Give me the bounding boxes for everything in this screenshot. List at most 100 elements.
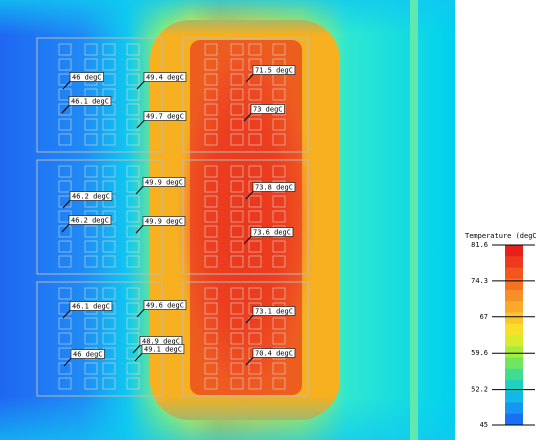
cell (248, 362, 262, 375)
colorbar-tick-label: 81.6 (471, 241, 488, 249)
cell (102, 362, 116, 375)
probe-box (69, 72, 104, 82)
cell (204, 347, 218, 360)
cell (272, 88, 286, 101)
cell (126, 210, 140, 223)
probe-label: 70.4 degC (255, 350, 293, 358)
cell (84, 43, 98, 56)
colorbar-band (505, 290, 523, 302)
cell (248, 165, 262, 178)
cell (248, 240, 262, 253)
probe-box (142, 216, 186, 226)
cell (272, 43, 286, 56)
cell (58, 287, 72, 300)
cell (102, 58, 116, 71)
probe-leader (135, 186, 144, 195)
probe-label: 73.8 degC (255, 184, 293, 192)
colorbar-band (505, 346, 523, 358)
colorbar-band (505, 368, 523, 381)
cell (102, 332, 116, 345)
cell (58, 165, 72, 178)
cell (204, 88, 218, 101)
cell (230, 332, 244, 345)
probe-label: 73.6 degC (253, 229, 291, 237)
probe-leader (245, 74, 254, 83)
cell (272, 210, 286, 223)
colorbar-band (505, 413, 523, 426)
cell (58, 43, 72, 56)
cell (102, 240, 116, 253)
colorbar-band (505, 312, 523, 325)
probe-label: 46 degC (73, 351, 103, 359)
cell (126, 58, 140, 71)
cell (204, 133, 218, 146)
cell (272, 287, 286, 300)
cell (102, 317, 116, 330)
cell (58, 225, 72, 238)
cell (248, 118, 262, 131)
cell (248, 43, 262, 56)
cell (204, 317, 218, 330)
cell (204, 377, 218, 390)
cell (84, 225, 98, 238)
probe-label: 49.1 degC (144, 346, 182, 354)
probe-box (68, 96, 112, 106)
cell (230, 195, 244, 208)
cell (102, 377, 116, 390)
probe-leader (62, 81, 71, 90)
probe-label: 48.9 degC (142, 338, 180, 346)
cell (272, 195, 286, 208)
cell (204, 103, 218, 116)
probe-leader (63, 358, 72, 367)
cell (84, 317, 98, 330)
colorbar: Temperature (degC) 81.6 74.3 67 59.6 52.2 45 (465, 232, 537, 429)
cell (58, 103, 72, 116)
cell (230, 240, 244, 253)
cell (230, 58, 244, 71)
cell (204, 118, 218, 131)
probe-box (142, 177, 186, 187)
cell (248, 255, 262, 268)
cell (58, 195, 72, 208)
cell (272, 377, 286, 390)
cell (248, 332, 262, 345)
cell (84, 165, 98, 178)
cell (230, 43, 244, 56)
cell (230, 225, 244, 238)
cell (272, 255, 286, 268)
probe-leader (136, 81, 145, 90)
cell (58, 58, 72, 71)
cell (230, 377, 244, 390)
cell (126, 377, 140, 390)
cell (230, 362, 244, 375)
cell (126, 362, 140, 375)
colorbar-tick-label: 59.6 (471, 349, 488, 357)
cell (126, 332, 140, 345)
probe-label: 49.9 degC (145, 179, 183, 187)
probe-leader (245, 191, 254, 200)
cell (230, 165, 244, 178)
modules (36, 37, 309, 397)
module (36, 37, 163, 153)
cell (230, 88, 244, 101)
probe-box (143, 111, 187, 121)
cell (272, 240, 286, 253)
cell (204, 43, 218, 56)
cell (272, 118, 286, 131)
cell (84, 133, 98, 146)
cell (102, 287, 116, 300)
cell (58, 133, 72, 146)
cell (126, 103, 140, 116)
colorbar-tick-label: 74.3 (471, 277, 488, 285)
probe-label: 46.1 degC (71, 98, 109, 106)
legend-panel (455, 0, 537, 440)
vertical-plate (410, 0, 418, 440)
cell (204, 195, 218, 208)
cell (230, 73, 244, 86)
cell (126, 73, 140, 86)
cell (126, 225, 140, 238)
probe-leader (136, 309, 145, 318)
cell (58, 255, 72, 268)
cell (204, 58, 218, 71)
